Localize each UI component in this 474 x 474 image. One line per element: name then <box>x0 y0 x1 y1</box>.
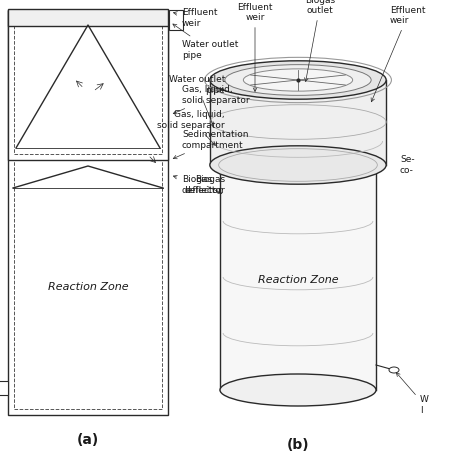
Ellipse shape <box>225 64 371 95</box>
Text: Effluent
weir: Effluent weir <box>237 2 273 91</box>
Ellipse shape <box>389 367 399 373</box>
Text: W
I: W I <box>396 373 429 415</box>
Text: Biogas
deflector: Biogas deflector <box>184 175 225 195</box>
Text: Water outlet
pipe: Water outlet pipe <box>173 24 238 60</box>
Text: (b): (b) <box>287 438 310 452</box>
Text: Effluent
weir: Effluent weir <box>371 6 426 102</box>
Bar <box>14 16 162 154</box>
Text: Gas, liquid,
solid separator: Gas, liquid, solid separator <box>157 110 225 146</box>
Bar <box>8 9 168 26</box>
Bar <box>8 10 168 160</box>
Text: Effluent
weir: Effluent weir <box>173 9 218 27</box>
Text: Se-
co-: Se- co- <box>400 155 415 175</box>
Ellipse shape <box>220 374 376 406</box>
Text: (a): (a) <box>77 433 99 447</box>
Bar <box>8 10 168 415</box>
Ellipse shape <box>243 69 353 91</box>
Bar <box>169 10 183 30</box>
Polygon shape <box>220 165 376 390</box>
Text: Sedimentation
compartment: Sedimentation compartment <box>173 130 248 159</box>
Text: Reaction Zone: Reaction Zone <box>258 275 338 285</box>
Bar <box>0 381 8 395</box>
Text: Water outlet
pipe: Water outlet pipe <box>169 75 225 127</box>
Ellipse shape <box>210 61 386 99</box>
Ellipse shape <box>210 146 386 184</box>
Text: Gas, liquid,
solid separator: Gas, liquid, solid separator <box>173 85 250 114</box>
Text: Biogas
deflector: Biogas deflector <box>173 175 223 195</box>
Bar <box>14 16 162 409</box>
Polygon shape <box>210 80 386 165</box>
Text: Biogas
outlet: Biogas outlet <box>305 0 335 82</box>
Text: Reaction Zone: Reaction Zone <box>48 283 128 292</box>
